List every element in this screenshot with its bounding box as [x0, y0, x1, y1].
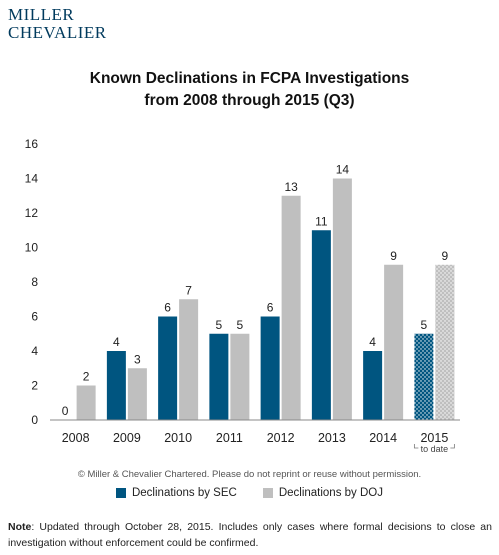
x-tick-label-2013: 2013: [318, 431, 346, 445]
legend-item-doj: Declinations by DOJ: [262, 487, 383, 499]
y-tick-label-2: 2: [31, 379, 38, 393]
bar-sec-2014: [363, 351, 383, 420]
data-label-doj-2010: 7: [185, 283, 192, 297]
bar-sec-2011: [209, 333, 229, 420]
bracket-right: [450, 444, 455, 449]
y-tick-label-12: 12: [25, 206, 39, 220]
logo-line-2: CHEVALIER: [8, 23, 107, 42]
chart-title-line-2: from 2008 through 2015 (Q3): [144, 92, 355, 109]
bar-doj-2009: [127, 368, 147, 420]
y-axis: 0 2 4 6 8 10 12 14 16: [25, 137, 39, 427]
data-label-sec-2015: 5: [421, 318, 428, 332]
data-label-doj-2013: 14: [336, 163, 350, 177]
x-tick-sublabel: to date: [421, 444, 449, 454]
bar-doj-2014: [384, 264, 404, 420]
copyright-notice: © Miller & Chevalier Chartered. Please d…: [77, 469, 422, 480]
data-label-sec-2012: 6: [267, 301, 274, 315]
x-tick-label-2015: 2015: [420, 431, 448, 445]
x-tick-label-2012: 2012: [267, 431, 295, 445]
bar-sec-2013: [311, 230, 331, 420]
data-label-sec-2011: 5: [216, 318, 223, 332]
footnote-text: : Updated through October 28, 2015. Incl…: [8, 521, 492, 549]
y-tick-label-14: 14: [25, 172, 39, 186]
data-label-doj-2012: 13: [284, 180, 298, 194]
y-tick-label-4: 4: [31, 344, 38, 358]
logo-line-1: MILLER: [8, 5, 75, 24]
y-tick-label-10: 10: [25, 241, 39, 255]
legend-label-sec: Declinations by SEC: [131, 487, 237, 499]
y-tick-label-0: 0: [31, 413, 38, 427]
legend-item-sec: Declinations by SEC: [115, 487, 237, 499]
data-label-sec-2014: 4: [369, 335, 376, 349]
bar-doj-2015: [435, 264, 455, 420]
y-tick-label-16: 16: [25, 137, 39, 151]
logo: MILLER CHEVALIER: [8, 6, 107, 42]
bracket-left: [413, 444, 419, 449]
x-tick-label-2009: 2009: [113, 431, 141, 445]
legend-label-doj: Declinations by DOJ: [278, 487, 383, 499]
bar-doj-2011: [230, 333, 250, 420]
data-label-sec-2008: 0: [62, 404, 69, 418]
bar-doj-2013: [332, 178, 352, 420]
x-tick-label-2008: 2008: [62, 431, 90, 445]
bar-doj-2012: [281, 195, 301, 420]
data-label-doj-2008: 2: [83, 370, 90, 384]
data-label-sec-2013: 11: [315, 214, 328, 228]
bar-sec-2010: [158, 316, 178, 420]
x-tick-label-2014: 2014: [369, 431, 397, 445]
data-label-doj-2015: 9: [442, 249, 449, 263]
legend-swatch-sec: [115, 488, 126, 498]
legend: Declinations by SEC Declinations by DOJ: [0, 487, 499, 499]
data-label-sec-2010: 6: [164, 301, 171, 315]
chart-title-line-1: Known Declinations in FCPA Investigation…: [89, 70, 410, 87]
bar-sec-2015: [414, 333, 434, 420]
x-tick-label-2010: 2010: [164, 431, 192, 445]
data-label-sec-2009: 4: [113, 335, 120, 349]
data-label-doj-2014: 9: [390, 249, 397, 263]
y-tick-label-6: 6: [31, 310, 38, 324]
bar-doj-2010: [179, 299, 199, 420]
footnote-label: Note: [8, 521, 32, 533]
legend-swatch-doj: [262, 488, 273, 498]
bar-doj-2008: [76, 385, 96, 420]
x-tick-label-2011: 2011: [216, 431, 243, 445]
chart-title: Known Declinations in FCPA Investigation…: [0, 68, 499, 112]
footnote: Note: Updated through October 28, 2015. …: [8, 519, 492, 551]
data-label-doj-2009: 3: [134, 352, 141, 366]
y-tick-label-8: 8: [31, 275, 38, 289]
bar-sec-2012: [260, 316, 280, 420]
data-label-doj-2011: 5: [237, 318, 244, 332]
bar-sec-2009: [106, 351, 126, 420]
